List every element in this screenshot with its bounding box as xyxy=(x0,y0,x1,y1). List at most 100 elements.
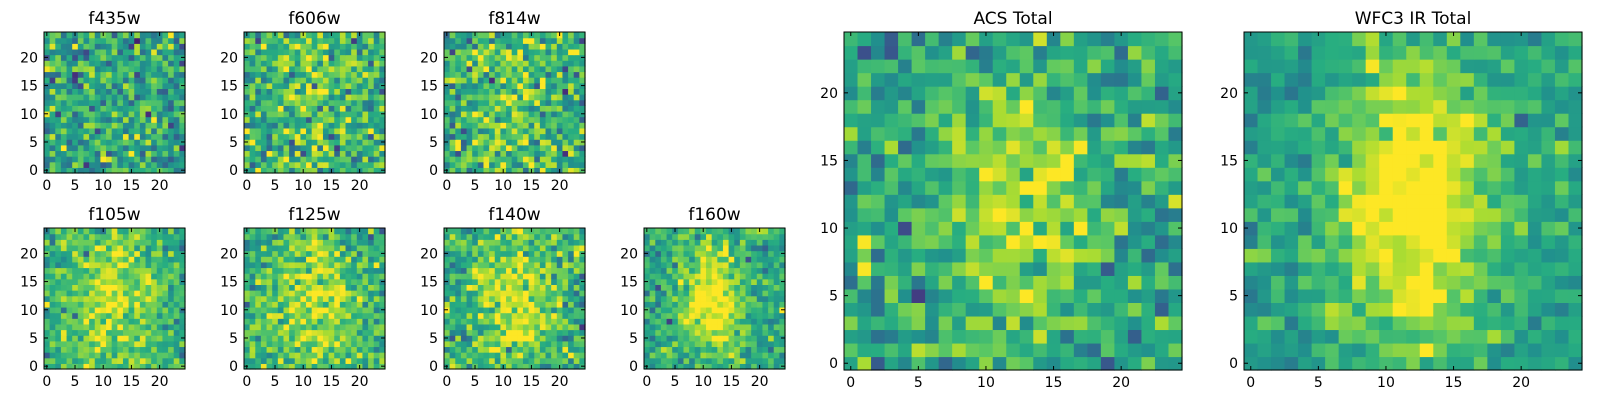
heatmap-cell xyxy=(444,77,451,84)
heatmap-cell xyxy=(579,144,586,152)
heatmap-cell xyxy=(706,312,713,319)
heatmap-cell xyxy=(255,228,262,235)
heatmap-cell xyxy=(568,256,575,263)
heatmap-cell xyxy=(55,139,62,146)
heatmap-cell xyxy=(444,133,451,140)
heatmap-cell xyxy=(460,256,468,263)
heatmap-cell xyxy=(992,194,1007,209)
heatmap-cell xyxy=(283,150,290,157)
heatmap-cell xyxy=(60,329,68,336)
heatmap-cell xyxy=(345,301,352,308)
heatmap-cell xyxy=(666,250,673,257)
heatmap-cell xyxy=(379,48,386,56)
heatmap-cell xyxy=(466,352,473,359)
heatmap-cell xyxy=(494,318,501,325)
heatmap-cell xyxy=(151,261,158,269)
heatmap-cell xyxy=(911,234,926,249)
heatmap-cell xyxy=(294,48,301,56)
heatmap-cell xyxy=(472,267,479,274)
heatmap-cell xyxy=(156,122,164,129)
heatmap-cell xyxy=(351,256,358,263)
heatmap-cell xyxy=(768,256,775,263)
heatmap-cell xyxy=(60,54,68,61)
heatmap-cell xyxy=(489,77,496,84)
heatmap-cell xyxy=(1019,342,1034,358)
heatmap-cell xyxy=(756,306,764,314)
heatmap-cell xyxy=(134,116,141,123)
heatmap-cell xyxy=(379,77,386,84)
heatmap-cell xyxy=(106,335,113,342)
heatmap-cell xyxy=(444,99,451,106)
heatmap-cell xyxy=(49,144,56,152)
heatmap-cell xyxy=(494,88,501,95)
heatmap-cell xyxy=(111,357,118,364)
heatmap-cell xyxy=(328,94,335,101)
heatmap-cell xyxy=(745,363,752,370)
heatmap-cell xyxy=(283,335,290,342)
heatmap-cell xyxy=(483,323,490,331)
heatmap-cell xyxy=(89,278,96,285)
heatmap-cell xyxy=(506,32,513,39)
heatmap-cell xyxy=(294,256,301,263)
heatmap-cell xyxy=(55,340,62,348)
heatmap-cell xyxy=(317,357,324,364)
heatmap-cell xyxy=(1087,180,1102,195)
heatmap-cell xyxy=(762,352,769,359)
heatmap-cell xyxy=(339,150,347,157)
heatmap-cell xyxy=(134,239,141,246)
heatmap-cell xyxy=(762,318,769,325)
heatmap-cell xyxy=(539,329,547,336)
heatmap-cell xyxy=(66,290,73,297)
heatmap-cell xyxy=(728,244,735,252)
heatmap-cell xyxy=(72,290,79,297)
heatmap-cell xyxy=(179,88,186,95)
heatmap-cell xyxy=(449,167,456,174)
heatmap-cell xyxy=(356,161,364,168)
heatmap-cell xyxy=(356,144,364,152)
heatmap-cell xyxy=(306,156,313,163)
heatmap-cell xyxy=(266,82,273,89)
heatmap-cell xyxy=(300,256,307,263)
heatmap-cell xyxy=(60,250,68,257)
heatmap-cell xyxy=(249,228,256,235)
heatmap-cell xyxy=(311,256,318,263)
heatmap-cell xyxy=(266,88,273,95)
heatmap-cell xyxy=(345,139,352,146)
heatmap-cell xyxy=(1046,234,1061,249)
heatmap-cell xyxy=(289,94,296,101)
heatmap-cell xyxy=(255,352,262,359)
heatmap-cell xyxy=(334,43,341,50)
heatmap-cell xyxy=(300,312,307,319)
heatmap-cell xyxy=(368,60,375,67)
heatmap-cell xyxy=(717,312,724,319)
heatmap-cell xyxy=(568,54,575,61)
heatmap-cell xyxy=(511,82,518,89)
heatmap-cell xyxy=(60,43,68,50)
heatmap-cell xyxy=(689,323,696,331)
heatmap-cell xyxy=(356,139,364,146)
heatmap-cell xyxy=(477,284,485,291)
heatmap-cell xyxy=(122,295,130,302)
heatmap-cell xyxy=(277,239,285,246)
heatmap-cell xyxy=(517,284,524,291)
heatmap-cell xyxy=(139,88,147,95)
heatmap-cell xyxy=(322,284,330,291)
heatmap-cell xyxy=(1060,180,1075,195)
heatmap-cell xyxy=(573,122,580,129)
heatmap-cell xyxy=(272,77,279,84)
y-tick-label: 0 xyxy=(629,359,638,375)
heatmap-cell xyxy=(500,267,507,274)
heatmap-cell xyxy=(551,228,558,235)
heatmap-cell xyxy=(300,71,307,78)
heatmap-cell xyxy=(362,278,369,285)
heatmap-cell xyxy=(683,306,690,314)
heatmap-cell xyxy=(506,122,513,129)
heatmap-cell xyxy=(511,273,518,280)
heatmap-cell xyxy=(689,233,696,240)
x-tick-label: 20 xyxy=(151,178,169,194)
heatmap-cell xyxy=(534,278,541,285)
heatmap-cell xyxy=(83,233,90,240)
heatmap-cell xyxy=(773,312,780,319)
heatmap-cell xyxy=(60,65,68,73)
heatmap-cell xyxy=(255,122,262,129)
